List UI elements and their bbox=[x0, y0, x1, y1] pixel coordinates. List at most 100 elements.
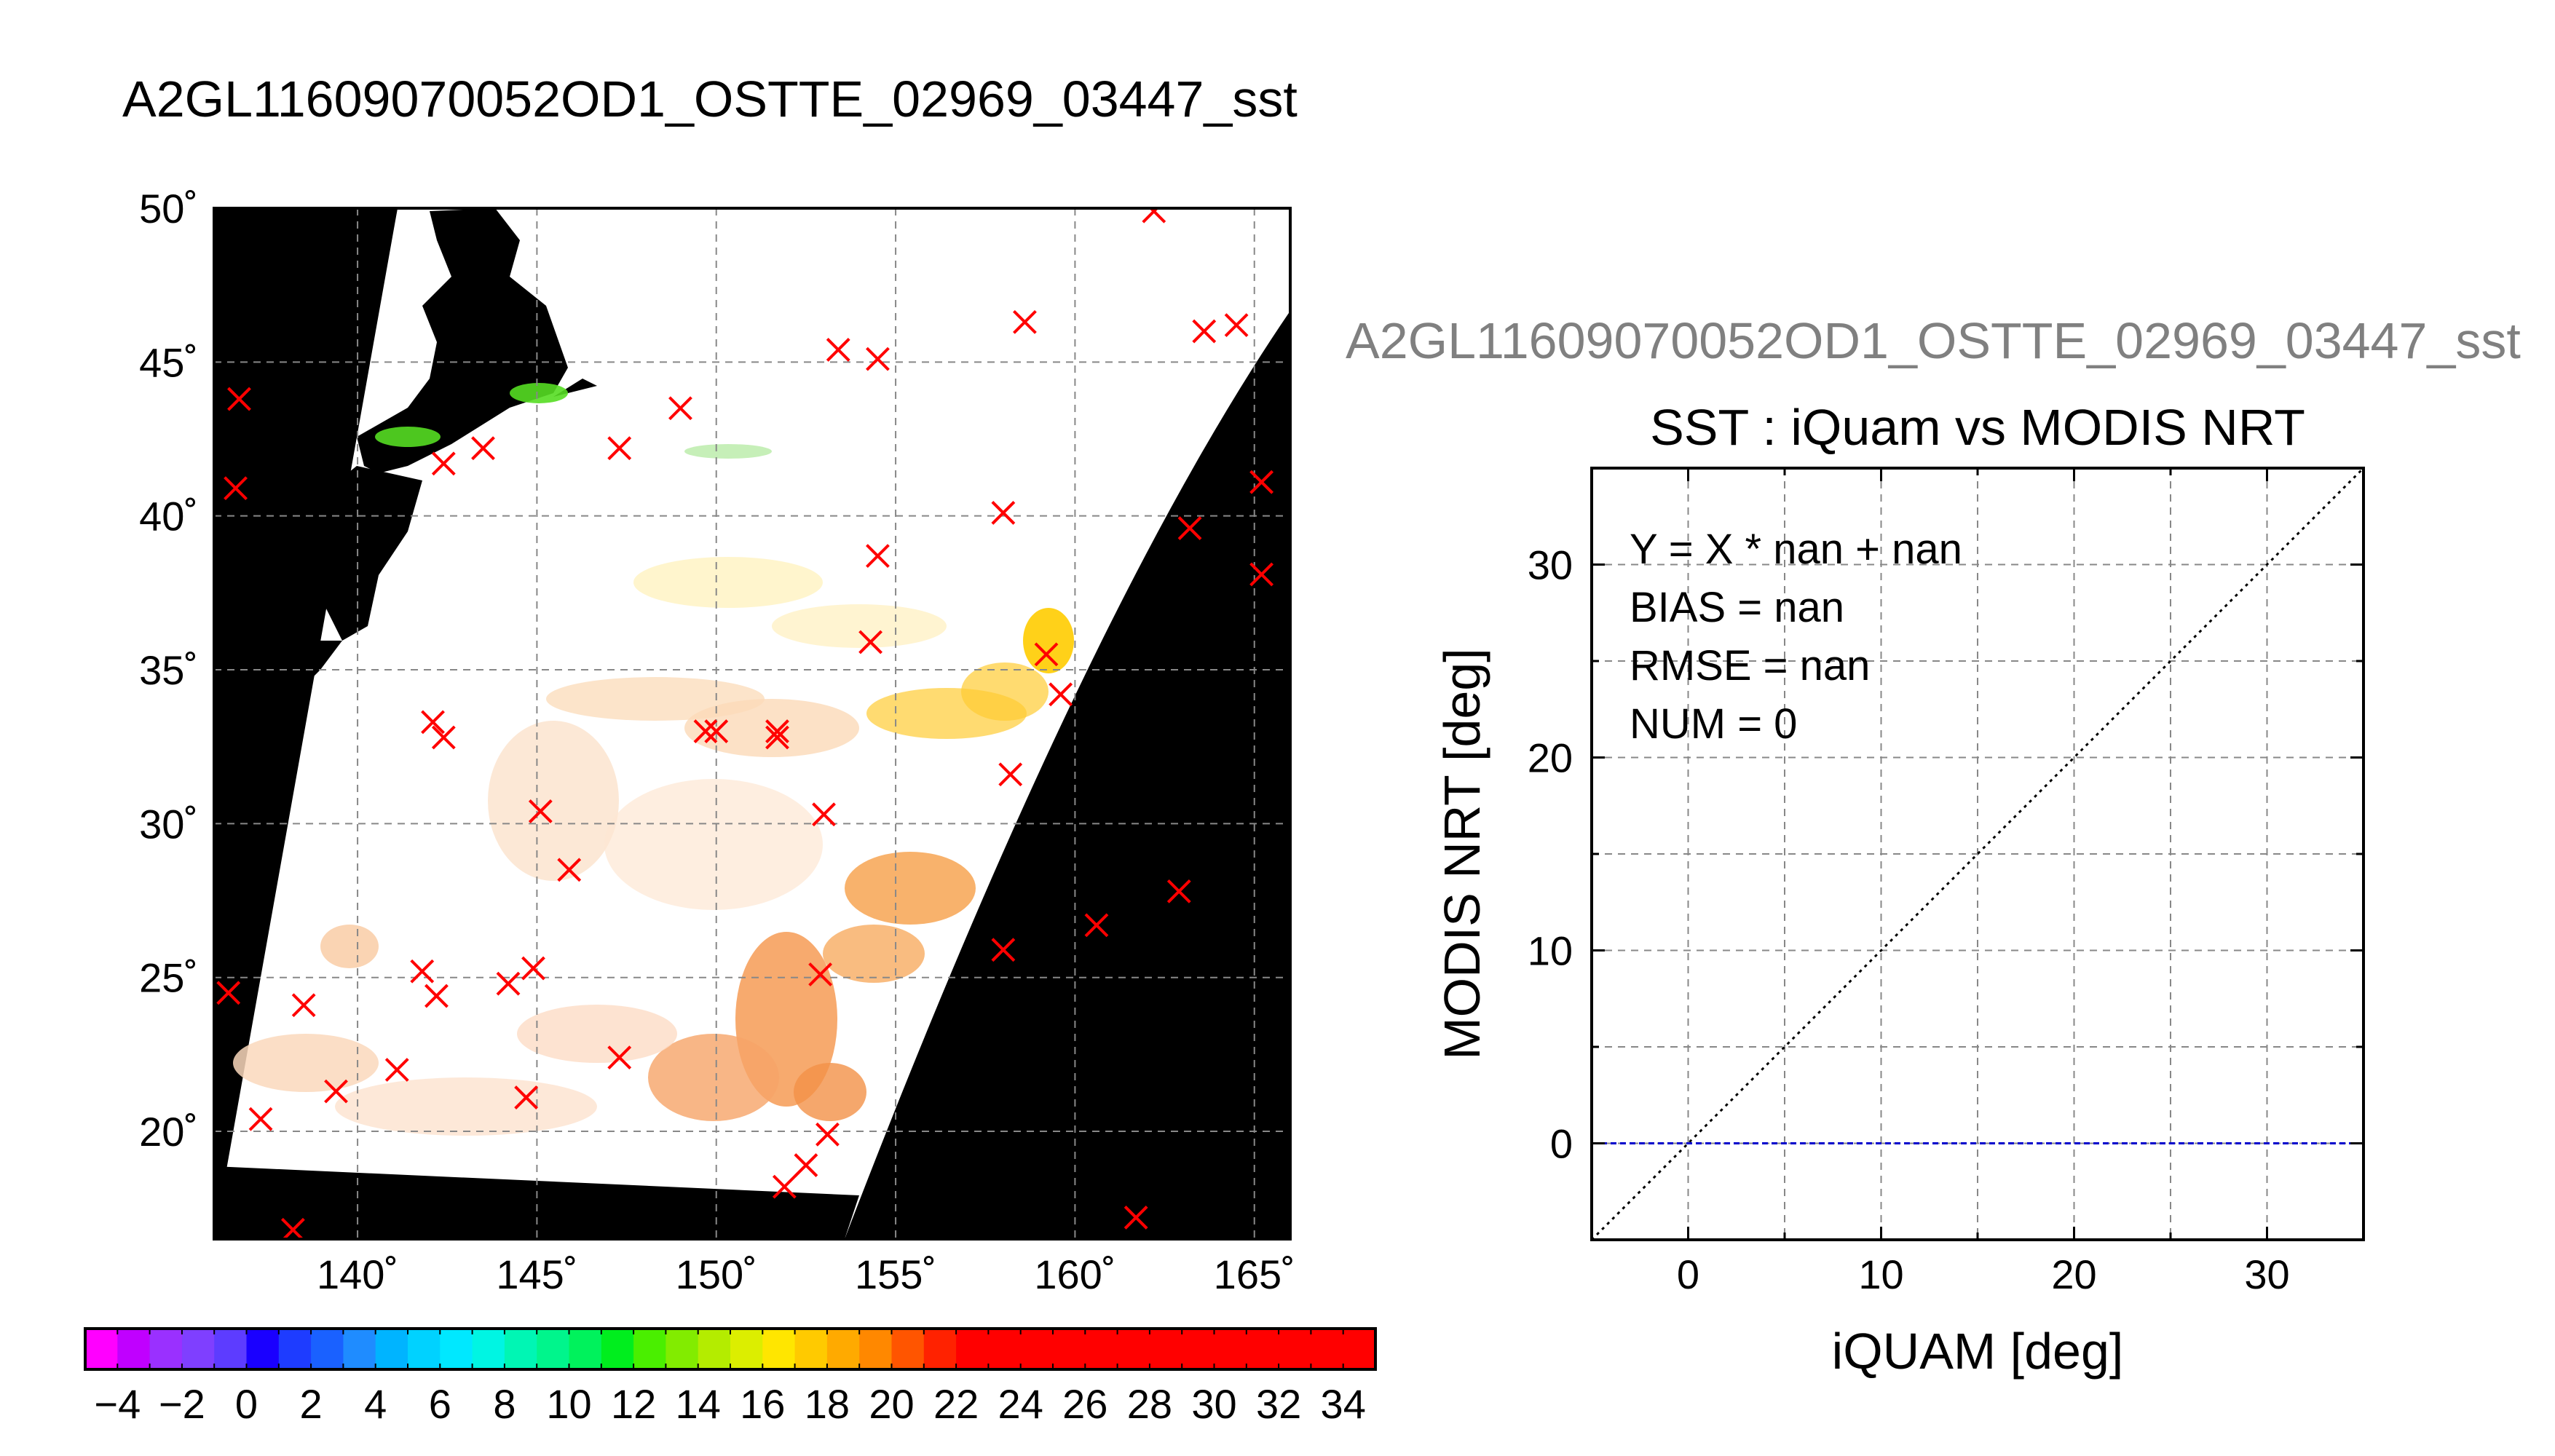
colorbar-tick-label: 8 bbox=[493, 1381, 516, 1427]
map-marker bbox=[1049, 682, 1073, 707]
map-marker bbox=[816, 1122, 840, 1147]
map-lon-labels: 140˚ 145˚ 150˚ 155˚ 160˚ 165˚ bbox=[317, 1251, 1295, 1297]
colorbar-cell bbox=[408, 1329, 441, 1369]
map-marker bbox=[991, 501, 1016, 525]
colorbar-cell bbox=[891, 1329, 925, 1369]
map-marker bbox=[808, 962, 833, 986]
map-marker bbox=[224, 476, 248, 501]
map-marker bbox=[514, 1085, 539, 1109]
colorbar-cell bbox=[85, 1329, 118, 1369]
scatter-x-tick-label: 10 bbox=[1858, 1251, 1903, 1297]
map-marker bbox=[1013, 309, 1037, 334]
map-marker bbox=[607, 1045, 632, 1070]
map-marker bbox=[668, 396, 692, 421]
map-marker bbox=[1142, 208, 1166, 223]
colorbar-cell bbox=[698, 1329, 731, 1369]
map-marker bbox=[826, 338, 850, 362]
map-frame bbox=[213, 207, 1292, 1241]
map-marker bbox=[410, 959, 435, 984]
map-marker bbox=[1224, 313, 1249, 338]
map-marker bbox=[324, 1079, 348, 1104]
colorbar-cell bbox=[1053, 1329, 1086, 1369]
map-marker bbox=[496, 971, 521, 996]
map-marker bbox=[384, 1058, 409, 1082]
map-marker bbox=[424, 984, 449, 1008]
map-marker bbox=[528, 799, 553, 823]
scatter-y-tick-label: 10 bbox=[1528, 928, 1573, 974]
colorbar-tick-label: 14 bbox=[676, 1381, 721, 1427]
colorbar-tick-label: 12 bbox=[611, 1381, 656, 1427]
map-lon-tick-label: 140˚ bbox=[317, 1251, 398, 1297]
scatter-annotations: Y = X * nan + nan BIAS = nan RMSE = nan NUM… bbox=[1630, 526, 1962, 748]
map-marker bbox=[858, 630, 882, 654]
map-marker bbox=[1166, 879, 1191, 903]
colorbar-cell bbox=[311, 1329, 344, 1369]
map-marker bbox=[866, 347, 890, 371]
scatter-x-tick-labels: 0 10 20 30 bbox=[1677, 1251, 2290, 1297]
map-marker bbox=[521, 956, 545, 981]
colorbar-cell bbox=[537, 1329, 569, 1369]
colorbar-tick-label: 10 bbox=[546, 1381, 591, 1427]
swath-left-edge bbox=[214, 208, 398, 1239]
map-marker bbox=[431, 725, 456, 750]
map-marker bbox=[216, 981, 241, 1005]
colorbar-tick-label: −4 bbox=[94, 1381, 141, 1427]
map-lon-tick-label: 160˚ bbox=[1034, 1251, 1115, 1297]
colorbar-cell bbox=[246, 1329, 280, 1369]
scatter-y-tick-label: 20 bbox=[1528, 735, 1573, 781]
colorbar-cell bbox=[214, 1329, 247, 1369]
colorbar-tick-label: 0 bbox=[235, 1381, 258, 1427]
colorbar-cell bbox=[149, 1329, 183, 1369]
colorbar-cell bbox=[440, 1329, 473, 1369]
map-lon-tick-label: 165˚ bbox=[1214, 1251, 1295, 1297]
colorbar-cell bbox=[375, 1329, 408, 1369]
colorbar-tick-label: 22 bbox=[933, 1381, 979, 1427]
sst-patches bbox=[233, 383, 1074, 1136]
map-lat-tick-label: 40˚ bbox=[139, 494, 198, 539]
colorbar-cell bbox=[666, 1329, 699, 1369]
colorbar-tick-label: 30 bbox=[1191, 1381, 1236, 1427]
map-marker bbox=[1034, 642, 1059, 667]
scatter-annotation: Y = X * nan + nan bbox=[1630, 526, 1962, 573]
map-marker bbox=[291, 993, 316, 1018]
colorbar-tick-label: 26 bbox=[1062, 1381, 1107, 1427]
colorbar: −4 −2 0 2 4 6 8 10 12 14 16 18 20 22 24 26 28 30 32 34 bbox=[84, 1327, 1377, 1427]
map-marker bbox=[1249, 562, 1274, 587]
colorbar-cell bbox=[1149, 1329, 1182, 1369]
map-lat-tick-label: 25˚ bbox=[139, 955, 198, 1001]
map-lon-tick-label: 150˚ bbox=[676, 1251, 757, 1297]
map-plot: 140˚ 145˚ 150˚ 155˚ 160˚ 165˚ 20˚ 25˚ 30˚ 35˚ 40˚… bbox=[139, 186, 1295, 1297]
colorbar-tick-label: 4 bbox=[364, 1381, 387, 1427]
colorbar-cell bbox=[826, 1329, 860, 1369]
map-grid bbox=[214, 208, 1290, 1239]
colorbar-cell bbox=[504, 1329, 537, 1369]
scatter-x-tick-label: 20 bbox=[2051, 1251, 2096, 1297]
map-marker bbox=[280, 1217, 305, 1239]
map-marker bbox=[704, 719, 729, 743]
map-marker bbox=[557, 858, 582, 882]
colorbar-tick-label: 16 bbox=[740, 1381, 785, 1427]
map-marker bbox=[765, 719, 789, 743]
colorbar-cell bbox=[569, 1329, 602, 1369]
colorbar-cell bbox=[794, 1329, 828, 1369]
colorbar-cell bbox=[762, 1329, 796, 1369]
scatter-title: SST : iQuam vs MODIS NRT bbox=[1650, 399, 2305, 456]
japan-landmass bbox=[240, 208, 597, 713]
colorbar-tick-label: 6 bbox=[429, 1381, 451, 1427]
map-marker bbox=[772, 1174, 797, 1199]
map-marker bbox=[421, 710, 445, 735]
map-marker bbox=[607, 436, 632, 461]
colorbar-cell bbox=[730, 1329, 763, 1369]
colorbar-cell bbox=[1182, 1329, 1215, 1369]
map-marker bbox=[1177, 516, 1202, 541]
colorbar-cell bbox=[1214, 1329, 1247, 1369]
colorbar-frame bbox=[84, 1327, 1377, 1371]
map-marker bbox=[248, 1107, 273, 1131]
colorbar-cell bbox=[1246, 1329, 1279, 1369]
scatter-annotation: RMSE = nan bbox=[1630, 642, 1870, 689]
map-lat-tick-label: 35˚ bbox=[139, 647, 198, 693]
colorbar-cell bbox=[343, 1329, 376, 1369]
map-marker bbox=[1249, 470, 1274, 494]
colorbar-tick-label: 28 bbox=[1127, 1381, 1172, 1427]
